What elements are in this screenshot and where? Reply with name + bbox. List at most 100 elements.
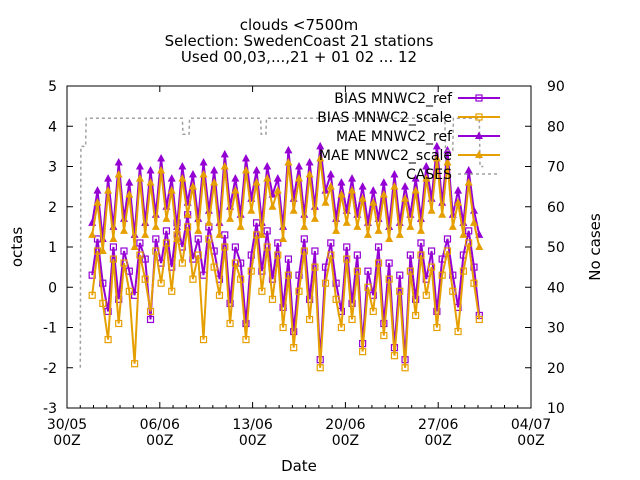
data-point bbox=[268, 295, 277, 303]
data-point bbox=[237, 275, 245, 283]
data-point bbox=[475, 131, 483, 139]
data-point bbox=[470, 279, 478, 287]
data-point bbox=[310, 214, 319, 222]
data-point bbox=[215, 291, 224, 299]
data-point bbox=[300, 210, 309, 218]
data-point bbox=[135, 174, 144, 182]
data-point bbox=[114, 157, 123, 166]
data-point bbox=[417, 251, 425, 259]
data-point bbox=[459, 230, 468, 238]
x-tick-label-hour: 00Z bbox=[53, 433, 80, 449]
data-point bbox=[316, 141, 325, 150]
data-point bbox=[242, 319, 250, 328]
data-point bbox=[157, 279, 165, 287]
data-point bbox=[427, 247, 436, 255]
y2-tick-label: 70 bbox=[547, 160, 565, 176]
data-point bbox=[263, 162, 272, 170]
data-point bbox=[93, 198, 102, 206]
data-point bbox=[136, 239, 144, 247]
data-point bbox=[226, 319, 234, 328]
data-point bbox=[433, 323, 441, 332]
y-tick-label: 2 bbox=[48, 200, 57, 216]
data-point bbox=[252, 178, 261, 186]
x-tick-label-hour: 00Z bbox=[517, 433, 544, 449]
data-point bbox=[358, 182, 367, 190]
y2-axis-label: No cases bbox=[586, 213, 604, 281]
data-point bbox=[321, 198, 330, 206]
data-point bbox=[469, 218, 478, 226]
x-tick-label-hour: 00Z bbox=[332, 433, 359, 449]
series-line bbox=[91, 158, 481, 252]
y-tick-label: 5 bbox=[48, 79, 57, 95]
data-point bbox=[411, 186, 420, 194]
data-point bbox=[464, 166, 473, 174]
series-line bbox=[91, 214, 481, 360]
data-point bbox=[438, 210, 447, 218]
data-point bbox=[475, 94, 483, 102]
data-point bbox=[210, 166, 219, 174]
data-point bbox=[274, 251, 282, 259]
data-point bbox=[184, 223, 192, 231]
data-point bbox=[162, 214, 171, 222]
data-point bbox=[263, 227, 271, 235]
data-point bbox=[422, 174, 431, 182]
data-point bbox=[284, 255, 292, 263]
data-point bbox=[104, 335, 112, 344]
data-point bbox=[475, 315, 483, 324]
x-tick-label: 27/06 bbox=[418, 417, 458, 433]
data-point bbox=[475, 113, 483, 121]
data-point bbox=[231, 259, 239, 267]
data-point bbox=[284, 271, 292, 279]
data-point bbox=[363, 230, 372, 238]
data-point bbox=[337, 178, 346, 186]
legend-label: MAE MNWC2_scale bbox=[319, 148, 452, 164]
data-point bbox=[374, 226, 383, 234]
data-point bbox=[385, 259, 393, 267]
data-point bbox=[220, 149, 229, 158]
y-tick-label: 0 bbox=[48, 280, 57, 296]
data-point bbox=[326, 182, 335, 190]
data-point bbox=[141, 275, 149, 283]
y-axis-label: octas bbox=[8, 227, 26, 267]
data-point bbox=[252, 166, 261, 174]
data-point bbox=[353, 222, 362, 230]
data-point bbox=[93, 186, 102, 194]
data-point bbox=[316, 364, 324, 372]
data-point bbox=[332, 295, 340, 303]
series-mae-mnwc2-ref bbox=[88, 141, 484, 242]
y2-tick-label: 10 bbox=[547, 401, 565, 417]
legend-label: BIAS MNWC2_ref bbox=[334, 91, 453, 107]
data-point bbox=[173, 234, 182, 242]
data-point bbox=[422, 162, 431, 170]
data-point bbox=[104, 307, 112, 315]
data-point bbox=[348, 174, 357, 182]
data-point bbox=[311, 247, 319, 255]
data-point bbox=[416, 226, 425, 234]
data-point bbox=[443, 247, 452, 255]
data-point bbox=[411, 174, 420, 182]
series-cases bbox=[79, 117, 484, 368]
data-point bbox=[205, 235, 213, 243]
data-point bbox=[189, 275, 197, 283]
data-point bbox=[98, 246, 107, 255]
data-point bbox=[332, 226, 341, 234]
data-point bbox=[273, 174, 282, 182]
data-point bbox=[396, 271, 404, 279]
data-point bbox=[464, 178, 473, 186]
data-point bbox=[188, 182, 197, 190]
x-axis-label: Date bbox=[281, 457, 317, 475]
x-tick-label: 30/05 bbox=[47, 417, 87, 433]
data-point bbox=[401, 194, 410, 202]
legend-label: CASES bbox=[406, 167, 452, 183]
data-point bbox=[109, 234, 118, 242]
data-point bbox=[300, 222, 309, 230]
data-point bbox=[406, 267, 414, 275]
data-point bbox=[343, 255, 351, 263]
data-point bbox=[343, 243, 351, 251]
data-point bbox=[268, 202, 277, 210]
x-tick-label: 04/07 bbox=[511, 417, 551, 433]
y2-tick-label: 90 bbox=[547, 79, 565, 95]
data-point bbox=[406, 251, 414, 259]
data-point bbox=[141, 230, 150, 238]
title-line: Selection: SwedenCoast 21 stations bbox=[165, 32, 434, 50]
